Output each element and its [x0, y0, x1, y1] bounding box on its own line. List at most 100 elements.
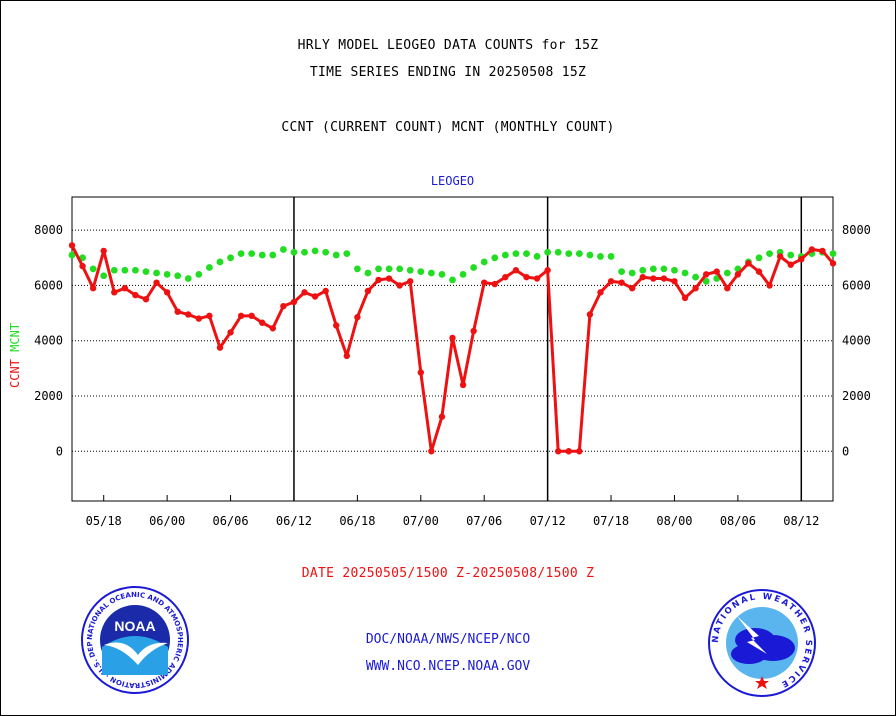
data-point-mcnt [153, 269, 160, 277]
data-point-mcnt [290, 248, 298, 256]
data-point-ccnt [142, 296, 150, 303]
data-point-ccnt [438, 413, 446, 420]
data-point-mcnt [343, 250, 351, 258]
data-point-ccnt [745, 260, 752, 267]
data-point-mcnt [660, 265, 668, 273]
y-axis-label: CCNT MCNT [8, 323, 22, 388]
data-point-ccnt [185, 311, 192, 318]
data-point-mcnt [163, 270, 171, 278]
website-link[interactable]: WWW.NCO.NCEP.NOAA.GOV [365, 659, 531, 674]
data-point-ccnt [375, 276, 382, 284]
data-point-ccnt [269, 325, 277, 332]
data-point-ccnt [502, 273, 509, 281]
data-point-mcnt [575, 250, 583, 258]
data-point-ccnt [491, 280, 498, 288]
data-point-mcnt [195, 270, 203, 278]
data-point-ccnt [68, 242, 76, 249]
data-point-mcnt [533, 253, 541, 260]
data-point-mcnt [449, 276, 456, 284]
data-point-ccnt [660, 275, 668, 282]
data-point-mcnt [639, 266, 647, 274]
data-point-mcnt [438, 270, 446, 278]
data-point-ccnt [449, 334, 456, 342]
x-tick-label: 08/00 [656, 514, 692, 528]
data-point-ccnt [153, 279, 160, 286]
data-point-mcnt [618, 268, 626, 276]
data-point-ccnt [724, 285, 731, 292]
data-point-mcnt [491, 254, 499, 262]
data-point-ccnt [671, 278, 678, 285]
data-point-ccnt [216, 344, 224, 351]
data-point-ccnt [639, 273, 646, 281]
x-tick-label: 08/06 [720, 514, 756, 528]
y-tick-label-left: 2000 [34, 389, 63, 403]
chart-title-line1: HRLY MODEL LEOGEO DATA COUNTS for 15Z [297, 38, 599, 53]
data-point-mcnt [417, 268, 425, 276]
data-point-mcnt [385, 265, 393, 273]
data-point-ccnt [343, 352, 351, 360]
data-point-mcnt [597, 253, 604, 260]
data-point-mcnt [174, 272, 182, 280]
data-point-mcnt [311, 247, 319, 255]
data-point-mcnt [554, 248, 562, 256]
data-point-ccnt [819, 247, 826, 255]
data-point-mcnt [523, 250, 530, 258]
data-point-ccnt [259, 319, 266, 326]
data-point-mcnt [353, 265, 361, 273]
data-point-ccnt [290, 298, 298, 306]
y-tick-label-left: 6000 [34, 278, 63, 292]
data-point-mcnt [787, 251, 795, 259]
data-point-mcnt [755, 254, 763, 262]
data-point-mcnt [301, 248, 308, 256]
data-point-mcnt [565, 250, 573, 258]
data-point-mcnt [89, 265, 97, 273]
data-point-ccnt [544, 267, 551, 274]
x-tick-label: 07/18 [593, 514, 629, 528]
data-point-mcnt [279, 246, 287, 253]
chart-subtitle: CCNT (CURRENT COUNT) MCNT (MONTHLY COUNT… [281, 120, 615, 135]
data-point-ccnt [787, 261, 794, 268]
data-point-ccnt [407, 278, 414, 285]
data-point-ccnt [808, 246, 816, 253]
data-point-mcnt [237, 250, 245, 258]
data-point-ccnt [322, 287, 329, 295]
data-point-mcnt [364, 269, 372, 277]
data-point-mcnt [258, 251, 266, 259]
data-point-ccnt [248, 312, 255, 320]
x-tick-label: 06/12 [276, 514, 312, 528]
data-point-mcnt [586, 251, 594, 259]
data-point-ccnt [163, 289, 171, 296]
data-point-mcnt [628, 269, 636, 277]
y-tick-label-right: 4000 [842, 334, 871, 348]
data-point-ccnt [523, 273, 530, 281]
data-point-ccnt [195, 315, 203, 322]
y-tick-label-right: 8000 [842, 223, 871, 237]
data-point-mcnt [142, 268, 150, 276]
x-tick-label: 05/18 [86, 514, 122, 528]
x-tick-label: 07/06 [466, 514, 502, 528]
org-path-link[interactable]: DOC/NOAA/NWS/NCEP/NCO [365, 632, 531, 647]
data-point-ccnt [89, 285, 97, 292]
data-point-ccnt [111, 289, 118, 296]
data-point-ccnt [481, 279, 488, 286]
data-point-ccnt [417, 369, 424, 376]
data-point-mcnt [396, 265, 404, 273]
data-point-mcnt [406, 266, 414, 274]
nws-logo: NATIONAL WEATHER SERVICE [708, 589, 816, 697]
data-point-ccnt [280, 302, 287, 310]
data-point-mcnt [121, 266, 129, 274]
data-point-ccnt [354, 314, 361, 321]
data-point-ccnt [776, 253, 784, 260]
x-tick-label: 06/06 [212, 514, 248, 528]
data-point-ccnt [798, 255, 805, 263]
data-point-mcnt [322, 248, 330, 256]
data-point-ccnt [470, 327, 477, 335]
data-point-mcnt [332, 251, 340, 259]
y-axis-label-mcnt: MCNT [8, 323, 22, 359]
x-tick-label: 07/00 [403, 514, 439, 528]
data-point-mcnt [766, 250, 773, 258]
data-point-ccnt [333, 322, 340, 329]
data-point-mcnt [692, 273, 699, 281]
x-tick-label: 06/00 [149, 514, 185, 528]
